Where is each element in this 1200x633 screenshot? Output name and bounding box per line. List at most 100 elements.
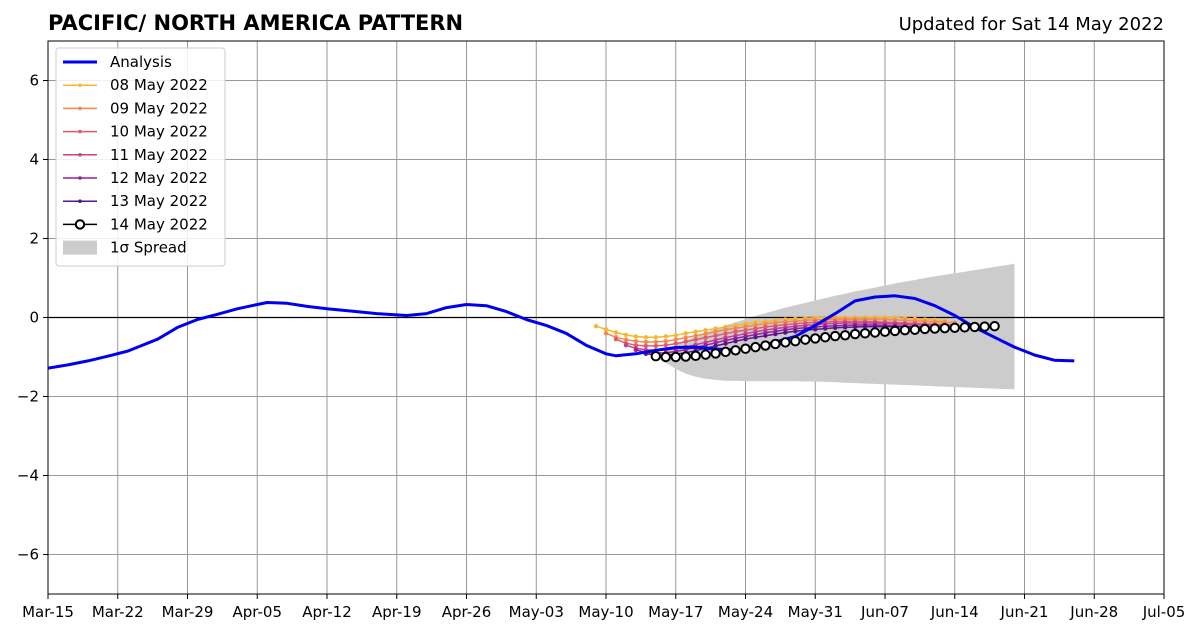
forecast-point — [653, 335, 659, 340]
forecast-point — [793, 329, 798, 334]
forecast-point — [743, 327, 748, 333]
forecast-point — [753, 335, 758, 340]
legend-swatch-marker — [78, 129, 82, 134]
current-forecast-point — [929, 323, 941, 334]
x-tick-label: Mar-22 — [92, 603, 144, 621]
legend-item: 1σ Spread — [63, 239, 187, 257]
legend-item: 10 May 2022 — [63, 123, 208, 141]
x-tick-label: Apr-12 — [302, 603, 352, 621]
forecast-point — [842, 325, 848, 330]
legend-box — [55, 47, 226, 267]
legend-label: 13 May 2022 — [110, 192, 208, 210]
forecast-point — [862, 324, 868, 329]
forecast-point — [733, 329, 738, 334]
current-forecast-point — [909, 324, 921, 335]
current-forecast-point — [849, 328, 861, 340]
x-tick-label: Jun-14 — [930, 603, 979, 621]
legend-swatch-area — [63, 240, 97, 255]
current-forecast-point — [780, 337, 791, 348]
legend-label: 11 May 2022 — [110, 146, 208, 164]
forecast-point — [663, 334, 668, 339]
forecast-point — [633, 334, 639, 339]
current-forecast-series — [650, 320, 1000, 363]
y-tick-label: 6 — [29, 72, 39, 90]
forecast-point — [852, 324, 858, 330]
current-forecast-point — [820, 332, 831, 343]
current-forecast-point — [899, 324, 911, 336]
current-forecast-point — [760, 340, 771, 351]
y-tick-label: −4 — [17, 467, 39, 485]
y-tick-label: 2 — [29, 230, 39, 248]
current-forecast-point — [859, 328, 871, 339]
forecast-point — [673, 341, 678, 346]
forecast-point — [703, 327, 708, 333]
current-forecast-point — [939, 322, 950, 334]
current-forecast-point — [670, 351, 681, 363]
series-group — [48, 294, 1075, 370]
forecast-point — [683, 339, 688, 344]
forecast-point — [773, 331, 778, 337]
analysis-line — [48, 294, 1075, 370]
x-tick-label: May-10 — [578, 603, 633, 621]
current-forecast-point — [969, 321, 980, 333]
forecast-point — [783, 330, 788, 335]
forecast-point — [673, 333, 678, 338]
forecast-point — [663, 342, 668, 348]
forecast-point — [633, 347, 639, 353]
forecast-point — [743, 324, 748, 329]
legend-label: 1σ Spread — [110, 239, 187, 257]
forecast-point — [693, 333, 698, 338]
x-tick-label: Jun-07 — [860, 603, 909, 621]
current-forecast-point — [979, 321, 990, 332]
legend-swatch-marker — [78, 106, 82, 111]
forecast-point — [643, 339, 649, 345]
forecast-point — [643, 335, 649, 340]
forecast-point — [763, 333, 768, 338]
current-forecast-point — [829, 330, 841, 342]
forecast-point — [653, 339, 659, 345]
x-tick-label: Mar-29 — [162, 603, 214, 621]
current-forecast-point — [800, 334, 811, 345]
forecast-point — [663, 339, 668, 344]
current-forecast-point — [750, 341, 761, 353]
chart-title: PACIFIC/ NORTH AMERICA PATTERN — [48, 11, 463, 35]
forecast-point — [723, 331, 728, 336]
x-tick-label: May-03 — [509, 603, 564, 621]
x-tick-label: Mar-15 — [22, 603, 74, 621]
y-axis-ticks: 6 4 2 0 −2 −4 −6 — [17, 72, 48, 564]
current-forecast-point — [700, 349, 711, 360]
forecast-point — [653, 343, 659, 349]
legend-item: Analysis — [63, 53, 172, 71]
current-forecast-point — [770, 338, 781, 350]
forecast-point — [743, 337, 748, 342]
forecast-point — [603, 331, 609, 336]
x-tick-label: Apr-19 — [372, 603, 422, 621]
current-forecast-point — [949, 322, 960, 333]
forecast-point — [713, 333, 718, 338]
y-tick-label: 4 — [29, 151, 39, 169]
x-tick-label: Jul-05 — [1142, 603, 1186, 621]
forecast-point — [683, 335, 688, 340]
legend-label: 10 May 2022 — [110, 123, 208, 141]
x-tick-label: May-17 — [648, 603, 703, 621]
x-tick-label: Jun-21 — [1000, 603, 1049, 621]
forecast-point — [723, 341, 728, 346]
forecast-point — [693, 337, 698, 342]
forecast-point — [603, 327, 609, 332]
forecast-point — [703, 331, 708, 336]
forecast-point — [733, 325, 738, 331]
forecast-point — [832, 325, 838, 330]
legend-label: 09 May 2022 — [110, 99, 208, 117]
current-forecast-point — [730, 345, 741, 356]
forecast-point — [823, 326, 828, 331]
legend-item: 14 May 2022 — [63, 215, 208, 233]
legend-label: 14 May 2022 — [110, 215, 208, 233]
current-forecast-point — [839, 330, 851, 341]
forecast-point — [713, 343, 718, 349]
current-forecast-point — [790, 336, 801, 347]
y-tick-label: 0 — [29, 309, 39, 327]
legend-item: 13 May 2022 — [63, 192, 208, 210]
x-tick-label: Apr-26 — [442, 603, 492, 621]
forecast-point — [613, 330, 619, 335]
